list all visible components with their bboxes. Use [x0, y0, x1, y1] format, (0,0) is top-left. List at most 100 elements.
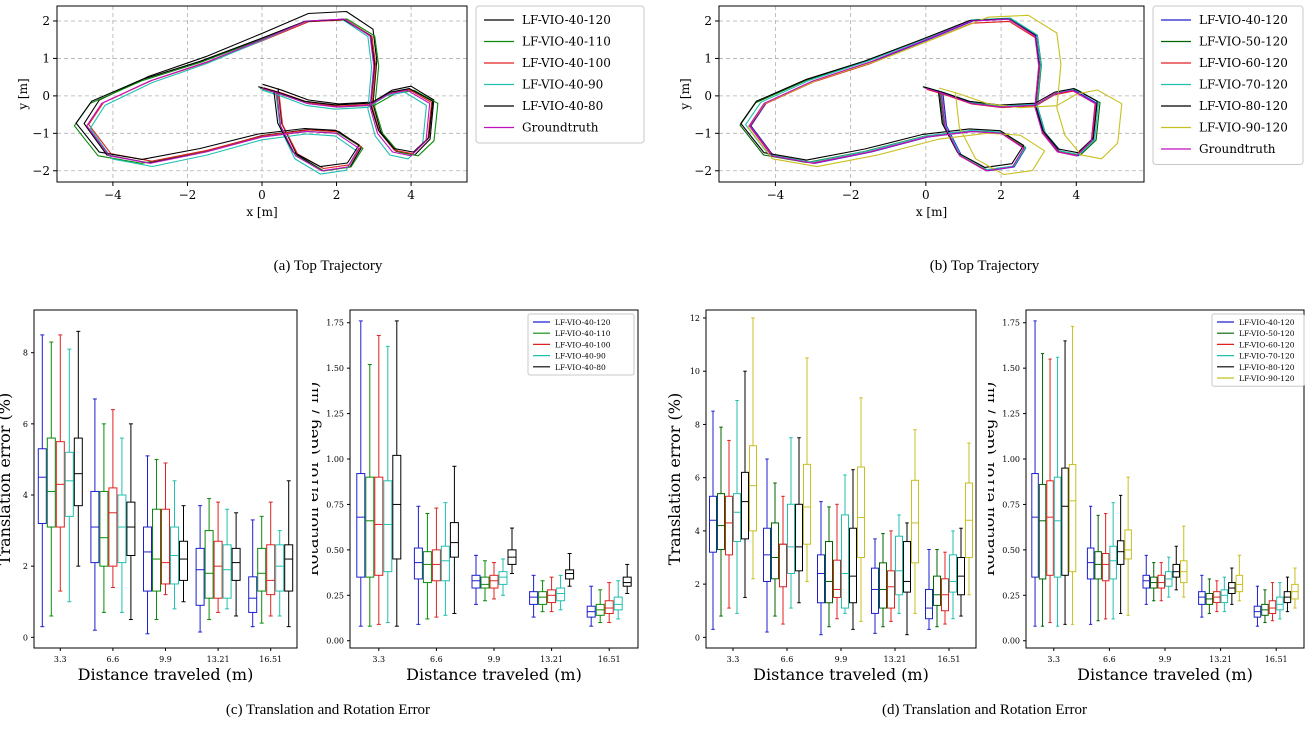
box-iqr: [841, 514, 849, 609]
legend-label: LF-VIO-70-120: [1239, 352, 1295, 361]
box-iqr: [1124, 529, 1132, 560]
x-tick-label: 9.9: [488, 655, 501, 664]
y-axis-label: y [m]: [16, 78, 30, 110]
box-iqr: [787, 503, 795, 574]
box-iqr: [143, 526, 152, 592]
box-iqr: [849, 527, 857, 604]
legend-label: LF-VIO-80-120: [1239, 363, 1295, 372]
x-tick-label: 16.51: [1265, 655, 1288, 664]
x-tick-label: 4: [1072, 188, 1080, 202]
x-tick-label: 13.21: [207, 655, 230, 664]
trajectory-series-line: [748, 18, 1096, 172]
x-axis-label: Distance traveled (m): [753, 665, 929, 684]
box-iqr: [903, 541, 911, 593]
legend-label: LF-VIO-40-110: [522, 35, 611, 49]
box-iqr: [257, 547, 267, 592]
legend-label: LF-VIO-40-120: [522, 13, 611, 27]
y-tick-label: 0.00: [326, 637, 344, 646]
x-tick-label: 13.21: [1209, 655, 1232, 664]
y-axis-label: Translation error (%): [0, 393, 14, 565]
box-iqr: [817, 554, 825, 604]
y-tick-label: 2: [704, 14, 712, 28]
trajectory-series-line: [747, 14, 1123, 176]
caption-a: (a) Top Trajectory: [273, 258, 383, 274]
y-tick-label: 0.50: [326, 546, 344, 555]
box-iqr: [622, 576, 632, 587]
x-tick-label: 16.51: [259, 655, 282, 664]
box-iqr: [717, 493, 725, 551]
box-iqr: [803, 463, 811, 545]
y-tick-label: 4: [695, 527, 700, 536]
y-tick-label: −1: [32, 126, 50, 140]
x-tick-label: 6.6: [430, 655, 443, 664]
box-iqr: [365, 476, 375, 578]
x-tick-label: 13.21: [540, 655, 563, 664]
x-tick-label: −4: [104, 188, 122, 202]
y-tick-label: 8: [23, 349, 28, 358]
y-tick-label: 6: [695, 474, 700, 483]
legend-label: LF-VIO-40-80: [555, 363, 606, 372]
x-tick-label: 4: [407, 188, 415, 202]
box-iqr: [1276, 596, 1284, 611]
y-tick-label: 1.75: [1002, 319, 1020, 328]
y-tick-label: 8: [695, 420, 700, 429]
box-iqr: [949, 554, 957, 593]
box-iqr: [99, 490, 109, 567]
box-iqr: [1172, 563, 1180, 578]
x-tick-label: −2: [179, 188, 197, 202]
box-iqr: [126, 501, 136, 556]
x-tick-label: 3.3: [372, 655, 385, 664]
x-tick-label: 6.6: [781, 655, 794, 664]
legend-label: LF-VIO-40-110: [555, 329, 611, 338]
x-tick-label: −4: [767, 188, 785, 202]
box-iqr: [1116, 540, 1125, 565]
box-iqr: [871, 567, 879, 614]
chart-c1-translation-error: 0 2 4 6 8 3.3 6.6 9.9 13.21 16.51 Distance travele…: [0, 298, 312, 690]
x-axis-label: Distance traveled (m): [406, 665, 582, 684]
box-iqr: [1235, 574, 1244, 593]
trajectory-series-line: [740, 18, 1098, 168]
box-iqr: [284, 544, 294, 592]
box-iqr: [422, 551, 432, 584]
y-tick-label: 1: [42, 51, 50, 65]
legend-label: LF-VIO-50-120: [1239, 329, 1295, 338]
box-iqr: [925, 588, 933, 620]
box-iqr: [471, 574, 481, 589]
box-iqr: [879, 562, 887, 609]
box-iqr: [195, 547, 205, 606]
box-iqr: [266, 544, 276, 596]
box-iqr: [1220, 589, 1229, 604]
box-iqr: [1198, 591, 1206, 605]
box-iqr: [117, 494, 127, 564]
y-tick-label: 1.25: [326, 410, 344, 419]
chart-d1-translation-error: 0 2 4 6 8 10 12 3.3 6.6 9.9 13.21 16.51 Distance tra…: [665, 298, 988, 690]
box-iqr: [222, 544, 232, 599]
y-tick-label: 0.75: [326, 500, 344, 509]
box-iqr: [887, 570, 895, 609]
legend-label: Groundtruth: [1199, 142, 1276, 156]
chart-c2-rotation-error: 0.00 0.25 0.50 0.75 1.00 1.25 1.50 1.75 3.3 6.6 9.…: [303, 298, 648, 690]
box-iqr: [108, 487, 118, 567]
y-axis-label: Rotation error (deg / m): [312, 382, 322, 577]
box-iqr: [275, 544, 285, 592]
box-iqr: [449, 522, 459, 558]
y-axis-label: Rotation error (deg / m): [988, 382, 998, 577]
box-iqr: [709, 495, 717, 553]
y-tick-label: 0.50: [1002, 546, 1020, 555]
box-iqr: [538, 591, 548, 605]
legend-label: LF-VIO-40-80: [522, 99, 603, 113]
box-iqr: [749, 445, 757, 532]
box-iqr: [1109, 545, 1117, 580]
caption-b: (b) Top Trajectory: [929, 258, 1040, 274]
y-tick-label: 2: [23, 562, 28, 571]
legend-label: LF-VIO-40-100: [555, 340, 611, 349]
x-tick-label: 13.21: [884, 655, 907, 664]
box-iqr: [547, 589, 557, 604]
chart-d2-rotation-error: 0.00 0.25 0.50 0.75 1.00 1.25 1.50 1.75 3.3 6.6 9.…: [979, 298, 1313, 690]
legend-box: [527, 313, 635, 376]
x-tick-label: −2: [842, 188, 860, 202]
x-tick-label: 0: [922, 188, 930, 202]
y-tick-label: −2: [32, 164, 50, 178]
y-tick-label: 1.50: [1002, 364, 1020, 373]
x-tick-label: 2: [333, 188, 341, 202]
